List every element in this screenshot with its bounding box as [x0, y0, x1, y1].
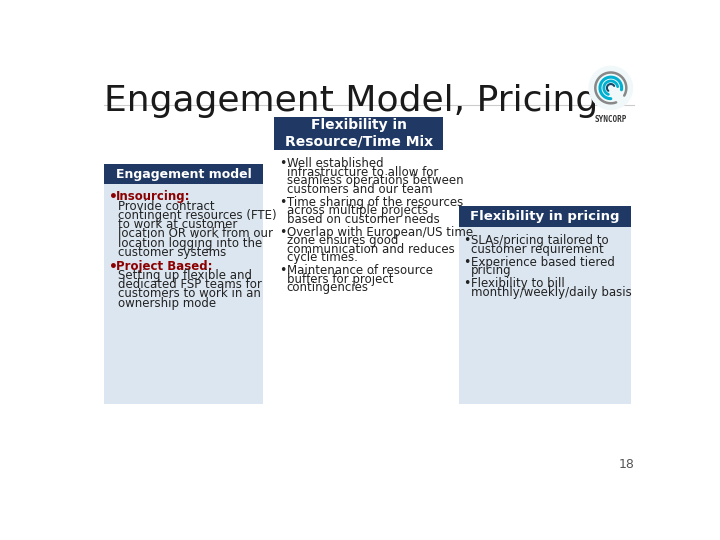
Text: communication and reduces: communication and reduces: [287, 242, 454, 255]
Text: •: •: [464, 278, 471, 291]
Text: customers to work in an: customers to work in an: [118, 287, 261, 300]
Text: based on customer needs: based on customer needs: [287, 213, 440, 226]
Circle shape: [589, 66, 632, 110]
Text: to work at customer: to work at customer: [118, 218, 238, 231]
Text: SLAs/pricing tailored to: SLAs/pricing tailored to: [472, 234, 609, 247]
Text: Overlap with European/US time: Overlap with European/US time: [287, 226, 473, 239]
Text: infrastructure to allow for: infrastructure to allow for: [287, 166, 438, 179]
Text: ownership mode: ownership mode: [118, 296, 216, 309]
Text: Flexibility in
Resource/Time Mix: Flexibility in Resource/Time Mix: [285, 118, 433, 149]
Text: cycle times.: cycle times.: [287, 251, 358, 264]
Text: Insourcing:: Insourcing:: [117, 190, 191, 203]
Text: •: •: [464, 234, 471, 247]
Text: Project Based:: Project Based:: [117, 260, 213, 273]
FancyBboxPatch shape: [274, 117, 444, 150]
Text: Time sharing of the resources: Time sharing of the resources: [287, 195, 463, 208]
Text: customer requirement: customer requirement: [472, 242, 604, 255]
Text: location OR work from our: location OR work from our: [118, 227, 273, 240]
Text: location logging into the: location logging into the: [118, 237, 262, 249]
Text: across multiple projects: across multiple projects: [287, 204, 428, 217]
Text: customers and our team: customers and our team: [287, 183, 433, 195]
Text: contingencies: contingencies: [287, 281, 369, 294]
Text: pricing: pricing: [472, 264, 512, 277]
Text: Well established: Well established: [287, 157, 384, 170]
FancyBboxPatch shape: [459, 206, 631, 403]
Text: monthly/weekly/daily basis: monthly/weekly/daily basis: [472, 286, 632, 299]
Text: Maintenance of resource: Maintenance of resource: [287, 264, 433, 277]
Text: dedicated FSP teams for: dedicated FSP teams for: [118, 278, 262, 291]
Text: •: •: [109, 260, 117, 274]
Text: SYNCORP: SYNCORP: [595, 115, 627, 124]
Text: seamless operations between: seamless operations between: [287, 174, 464, 187]
Text: •: •: [279, 157, 287, 170]
Text: 18: 18: [618, 458, 634, 471]
Text: •: •: [464, 256, 471, 269]
Text: zone ensures good: zone ensures good: [287, 234, 398, 247]
Text: Experience based tiered: Experience based tiered: [472, 256, 615, 269]
FancyBboxPatch shape: [104, 164, 263, 184]
Text: •: •: [279, 226, 287, 239]
Text: Provide contract: Provide contract: [118, 200, 215, 213]
Text: contingent resources (FTE): contingent resources (FTE): [118, 209, 276, 222]
Text: Setting up flexible and: Setting up flexible and: [118, 269, 252, 282]
FancyBboxPatch shape: [459, 206, 631, 226]
Text: customer systems: customer systems: [118, 246, 226, 259]
Text: Flexibility to bill: Flexibility to bill: [472, 278, 565, 291]
Text: •: •: [109, 190, 117, 204]
Text: Flexibility in pricing: Flexibility in pricing: [470, 210, 620, 223]
Text: buffers for project: buffers for project: [287, 273, 393, 286]
Text: Engagement Model, Pricing: Engagement Model, Pricing: [104, 84, 598, 118]
Text: •: •: [279, 264, 287, 277]
Text: Engagement model: Engagement model: [115, 167, 251, 181]
FancyBboxPatch shape: [104, 164, 263, 403]
Text: •: •: [279, 195, 287, 208]
